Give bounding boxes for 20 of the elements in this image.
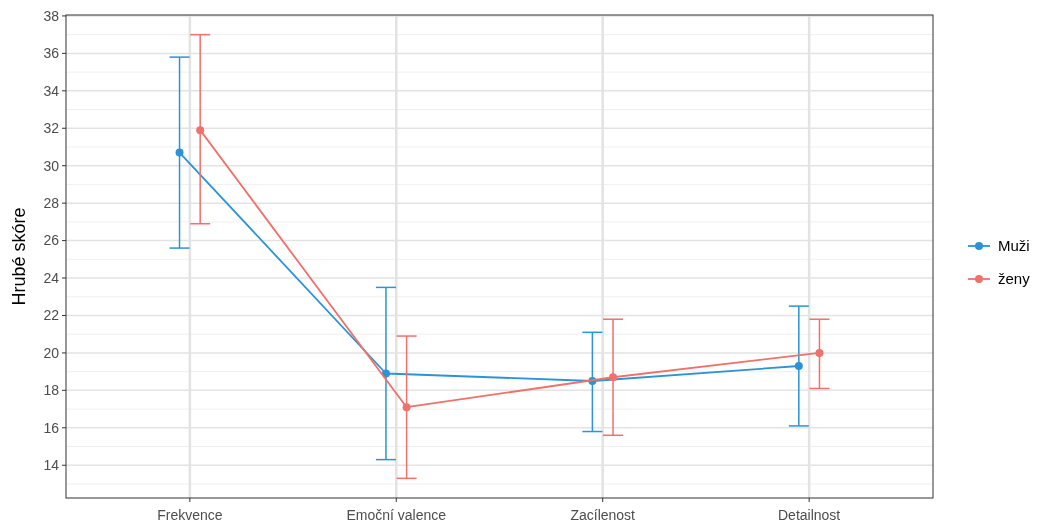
y-tick-label: 36 [43, 45, 60, 62]
x-tick-label: Frekvence [157, 507, 223, 523]
y-tick-label: 16 [43, 419, 60, 436]
y-tick-label: 28 [43, 195, 60, 212]
y-tick-label: 14 [43, 457, 60, 474]
y-tick-label: 30 [43, 157, 60, 174]
legend-label: ženy [998, 270, 1031, 288]
y-tick-label: 18 [43, 382, 60, 399]
y-tick-label: 22 [43, 307, 60, 324]
y-tick-label: 34 [43, 82, 60, 99]
x-tick-label: Zacílenost [570, 507, 636, 523]
y-tick-label: 20 [43, 344, 60, 361]
y-tick-label: 24 [43, 269, 60, 286]
y-tick-label: 38 [43, 7, 60, 24]
y-tick-label: 32 [43, 120, 60, 137]
y-tick-label: 26 [43, 232, 60, 249]
x-tick-label: Detailnost [778, 507, 841, 523]
x-tick-label: Emoční valence [346, 507, 447, 523]
y-axis-title: Hrubé skóre [9, 207, 29, 306]
legend-label: Muži [998, 237, 1030, 255]
